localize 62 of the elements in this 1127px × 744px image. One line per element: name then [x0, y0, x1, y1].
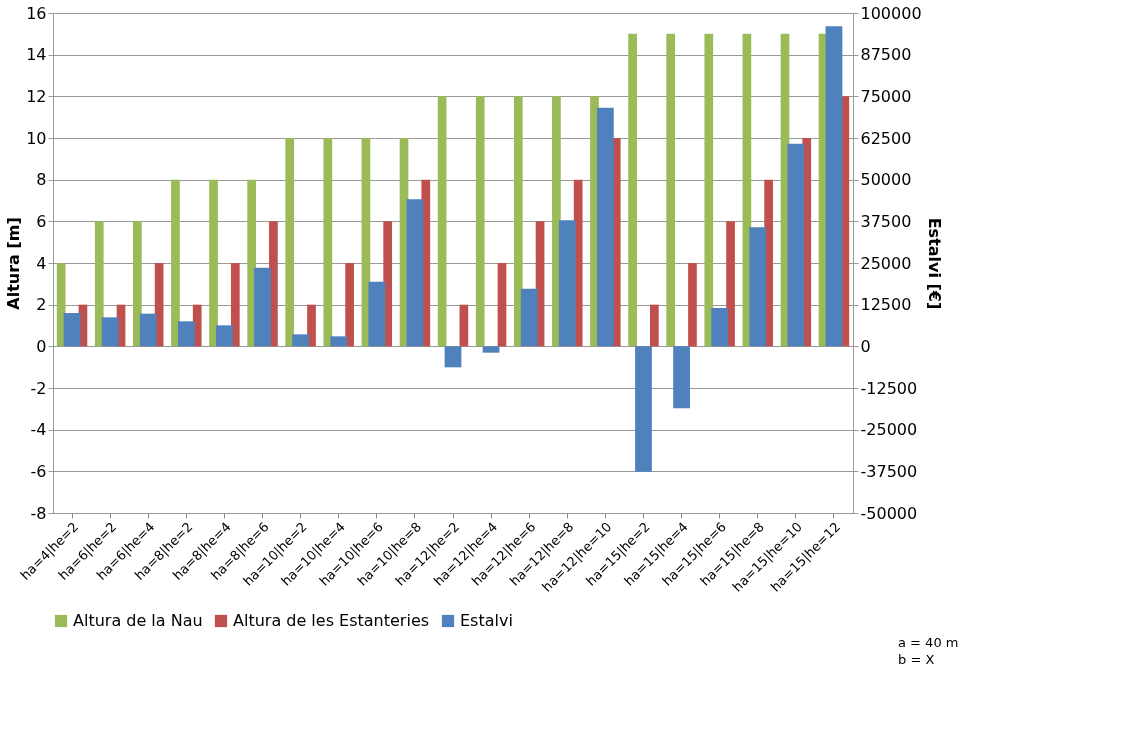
bar [711, 308, 729, 347]
bar [285, 138, 295, 347]
bar [688, 263, 697, 347]
y-axis-title: Altura [m] [4, 217, 24, 310]
bar [323, 138, 333, 347]
y2-tick-label: 62500 [860, 128, 912, 148]
text: a = 40 m [898, 634, 959, 650]
bar [666, 33, 676, 347]
bar [230, 263, 240, 347]
bar [628, 33, 637, 347]
bar [459, 304, 469, 347]
y-tick-label: -4 [30, 420, 47, 440]
y-tick-label: 16 [26, 3, 47, 23]
bar [475, 96, 485, 347]
y2-tick-label: -12500 [860, 378, 918, 398]
y2-tick-label: 50000 [860, 170, 912, 190]
y2-tick-label: 37500 [860, 211, 912, 231]
bar [650, 304, 659, 347]
bar [330, 336, 348, 347]
legend-label: Altura de les Estanteries [233, 611, 430, 630]
bar [704, 33, 714, 347]
y-tick-label: -8 [30, 503, 47, 523]
legend-label: Estalvi [460, 611, 513, 630]
bar [673, 346, 690, 409]
y-tick-label: 2 [36, 295, 47, 315]
bar [444, 346, 462, 368]
bar [437, 96, 447, 347]
y2-tick-label: 0 [860, 336, 871, 356]
y-tick-label: 12 [26, 86, 47, 106]
bar [345, 263, 354, 347]
y2-tick-label: 100000 [860, 3, 922, 23]
bar [292, 334, 309, 347]
y2-tick-label: -37500 [860, 461, 918, 481]
bar [726, 221, 735, 347]
legend-label: Altura de la Nau [73, 611, 203, 630]
y-tick-label: 4 [36, 253, 47, 273]
bar [171, 179, 180, 347]
bar [216, 325, 233, 347]
text: b = X [898, 652, 935, 668]
y2-tick-label: 87500 [860, 45, 912, 65]
y-tick-label: 14 [26, 45, 47, 65]
y2-axis-title: Estalvi [€] [924, 217, 944, 310]
bar [482, 346, 500, 353]
bar [307, 304, 316, 347]
bar [513, 96, 523, 347]
bar [94, 221, 104, 347]
bar [133, 221, 142, 347]
bar [497, 263, 507, 347]
bar [635, 346, 652, 472]
bar [209, 179, 218, 347]
y-tick-label: 8 [36, 170, 47, 190]
y-tick-label: 6 [36, 211, 47, 231]
y-tick-label: 10 [26, 128, 47, 148]
y2-tick-label: 25000 [860, 253, 912, 273]
y2-tick-label: -50000 [860, 503, 918, 523]
y-tick-label: 0 [36, 336, 47, 356]
y2-tick-label: -25000 [860, 420, 918, 440]
bar [56, 263, 66, 347]
y2-tick-label: 75000 [860, 86, 912, 106]
y-tick-label: -2 [30, 378, 47, 398]
y2-tick-label: 12500 [860, 295, 912, 315]
y-tick-label: -6 [30, 461, 47, 481]
